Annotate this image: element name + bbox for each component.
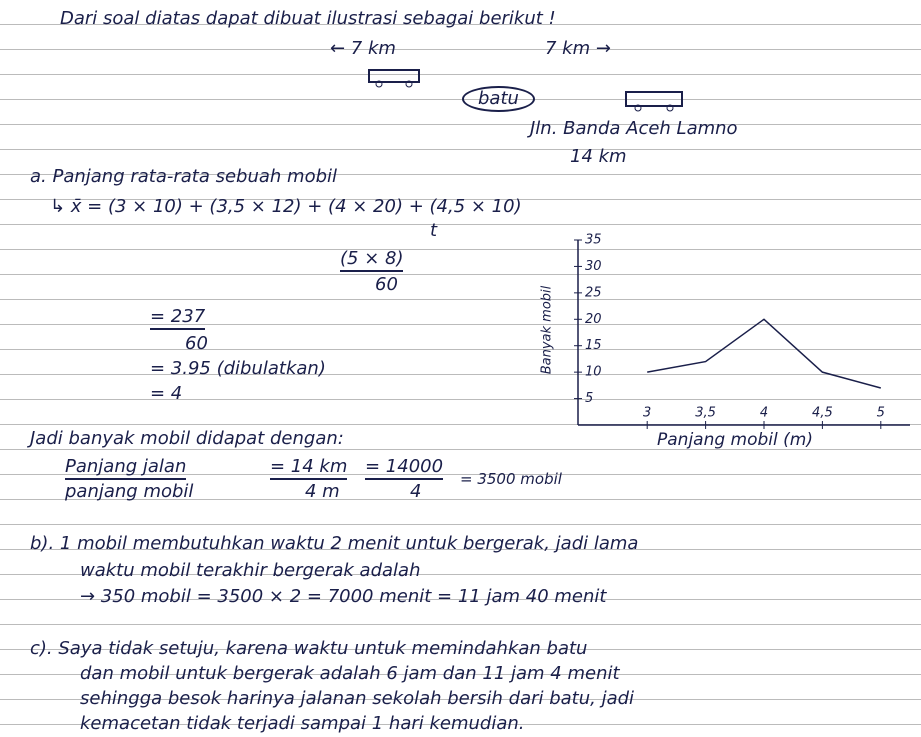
line: → 350 mobil = 3500 × 2 = 7000 menit = 11… — [80, 586, 607, 607]
line: 60 — [375, 274, 398, 295]
y-tick-label: 20 — [585, 312, 602, 327]
line: a. Panjang rata-rata sebuah mobil — [30, 166, 338, 187]
x-tick-label: 3,5 — [695, 406, 716, 421]
line: = 14 km — [270, 456, 348, 480]
line: 4 — [410, 481, 422, 502]
line: dan mobil untuk bergerak adalah 6 jam da… — [80, 663, 620, 684]
y-tick-label: 5 — [585, 391, 593, 406]
data-line — [647, 318, 881, 389]
car-icon — [368, 69, 420, 88]
line: = 14000 — [365, 456, 444, 480]
line: kemacetan tidak terjadi sampai 1 hari ke… — [80, 713, 525, 734]
x-tick-label: 3 — [643, 406, 651, 421]
line: ← 7 km — [330, 38, 396, 59]
line: c). Saya tidak setuju, karena waktu untu… — [30, 638, 588, 659]
line: Panjang jalan — [65, 456, 187, 480]
line: panjang mobil — [65, 481, 194, 502]
line: = 237 — [150, 306, 206, 330]
chart: Banyak mobil Panjang mobil (m) 5 10 15 20 25… — [540, 233, 910, 450]
line: sehingga besok harinya jalanan sekolah b… — [80, 688, 635, 709]
line: = 3500 mobil — [460, 470, 562, 488]
x-tick-label: 4,5 — [812, 406, 833, 421]
x-tick-label: 5 — [877, 406, 885, 421]
x-tick-label: 4 — [760, 406, 768, 421]
y-tick-label: 15 — [585, 338, 602, 353]
line: ↳ x̄ = (3 × 10) + (3,5 × 12) + (4 × 20) … — [50, 196, 522, 217]
line: b). 1 mobil membutuhkan waktu 2 menit un… — [30, 533, 639, 554]
line: 4 m — [305, 481, 340, 502]
y-tick-label: 30 — [585, 259, 602, 274]
y-tick-label: 25 — [585, 285, 602, 300]
car-icon — [625, 91, 683, 112]
y-tick-label: 10 — [585, 365, 602, 380]
stone: batu — [462, 86, 535, 112]
line: waktu mobil terakhir bergerak adalah — [80, 560, 421, 581]
line: 60 — [185, 333, 208, 354]
y-axis-label: Banyak mobil — [540, 285, 555, 374]
line: (5 × 8) — [340, 248, 404, 272]
x-axis-label: Panjang mobil (m) — [657, 430, 813, 450]
line: Jadi banyak mobil didapat dengan: — [30, 428, 344, 449]
line: Jln. Banda Aceh Lamno — [530, 118, 738, 139]
line: t — [430, 220, 438, 241]
line: Dari soal diatas dapat dibuat ilustrasi … — [60, 8, 556, 29]
y-tick-label: 35 — [585, 233, 602, 248]
line: = 4 — [150, 383, 183, 404]
line: 14 km — [570, 146, 627, 167]
line: = 3.95 (dibulatkan) — [150, 358, 326, 379]
line: 7 km → — [545, 38, 611, 59]
